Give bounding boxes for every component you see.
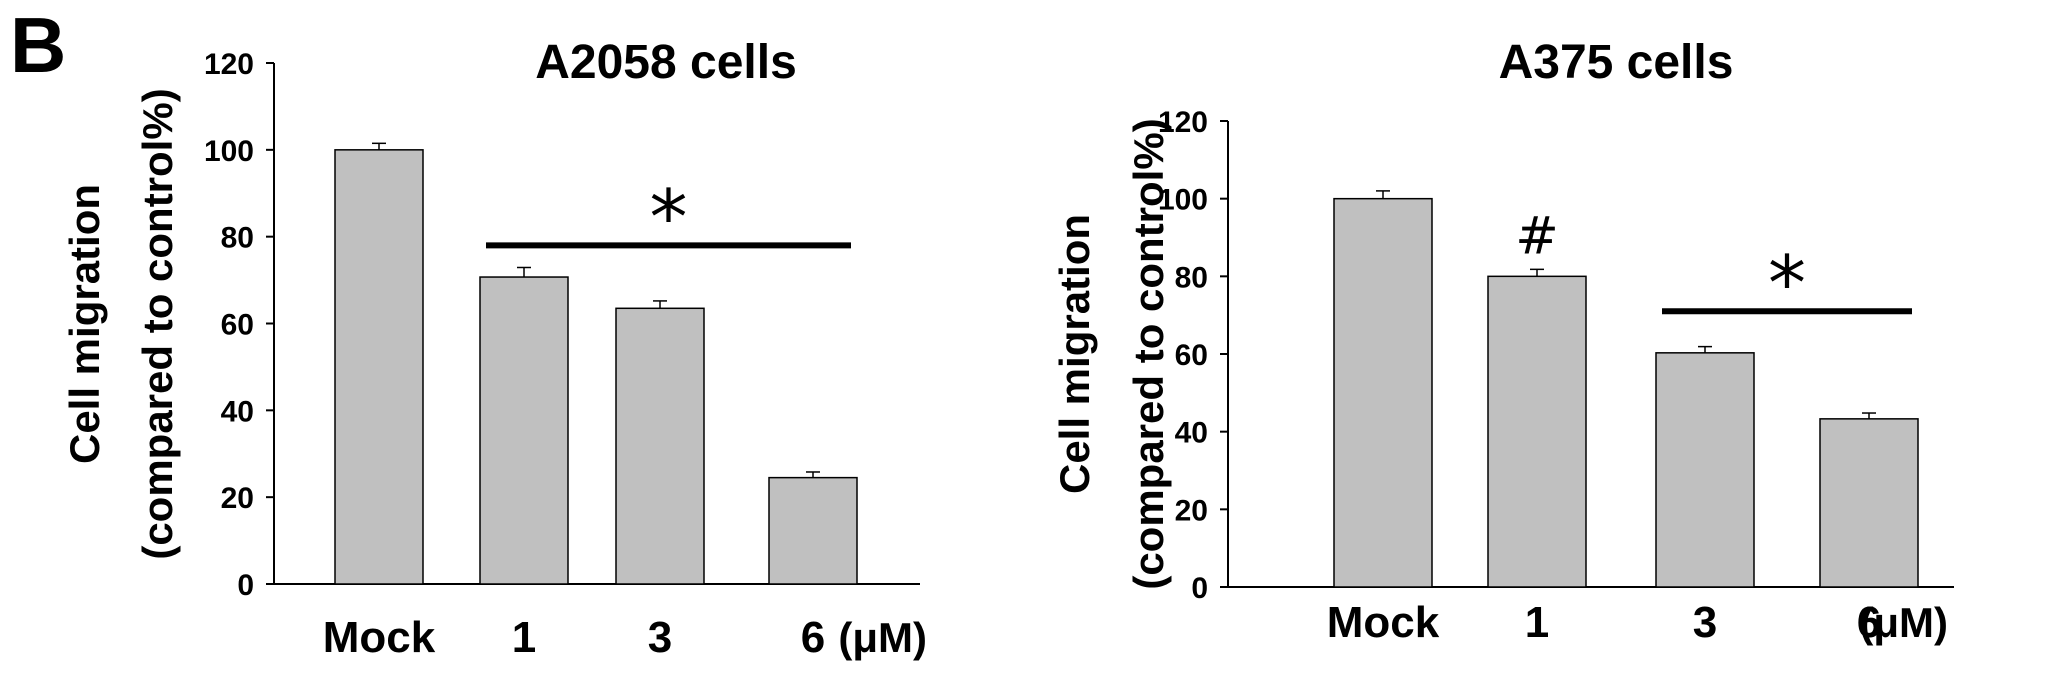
x-tick-label: 1	[512, 613, 536, 662]
chart-title: A375 cells	[1499, 36, 1734, 89]
bar	[1333, 197, 1433, 588]
x-tick-label: 6	[1857, 598, 1881, 647]
y-tick-label: 20	[221, 482, 254, 515]
x-axis-unit: (μM)	[1859, 599, 1948, 646]
y-axis-label-line1: Cell migration	[61, 184, 108, 464]
x-tick-label: 3	[1693, 598, 1717, 647]
significance-hash: #	[1515, 207, 1559, 267]
y-tick-label: 20	[1175, 494, 1208, 527]
y-axis-label-line2: (compared to control%)	[134, 88, 181, 559]
y-tick-label: 40	[221, 395, 254, 428]
x-tick-label: 1	[1525, 598, 1549, 647]
chart-a375: A375 cells Cell migration (compared to con…	[1051, 36, 1954, 647]
bar	[615, 307, 705, 585]
panel-label: B	[10, 1, 66, 89]
y-tick-label: 0	[237, 569, 254, 602]
x-axis-unit: (μM)	[838, 614, 927, 661]
y-tick-label: 120	[204, 48, 254, 81]
bar	[334, 149, 424, 585]
x-tick-label: 3	[648, 613, 672, 662]
y-tick-label: 100	[1158, 184, 1208, 217]
chart-a2058: A2058 cells Cell migration (compared to co…	[61, 36, 927, 662]
bar	[1819, 418, 1919, 588]
bar	[1655, 352, 1755, 588]
bar	[1487, 275, 1587, 588]
significance-asterisk: *	[1768, 238, 1806, 327]
y-axis-label-line1: Cell migration	[1051, 214, 1098, 494]
y-tick-label: 100	[204, 135, 254, 168]
x-tick-label: 6	[801, 613, 825, 662]
x-tick-label: Mock	[1327, 598, 1440, 647]
chart-title: A2058 cells	[535, 36, 797, 89]
y-tick-label: 80	[1175, 261, 1208, 294]
y-tick-label: 80	[221, 222, 254, 255]
bar	[768, 476, 858, 585]
y-tick-label: 0	[1191, 572, 1208, 605]
x-tick-label: Mock	[323, 613, 436, 662]
y-tick-label: 60	[221, 309, 254, 342]
y-tick-label: 120	[1158, 106, 1208, 139]
significance-asterisk: *	[650, 172, 688, 261]
y-tick-label: 60	[1175, 339, 1208, 372]
y-tick-label: 40	[1175, 417, 1208, 450]
y-axis-label-line2: (compared to control%)	[1125, 118, 1172, 589]
bar	[479, 276, 569, 585]
